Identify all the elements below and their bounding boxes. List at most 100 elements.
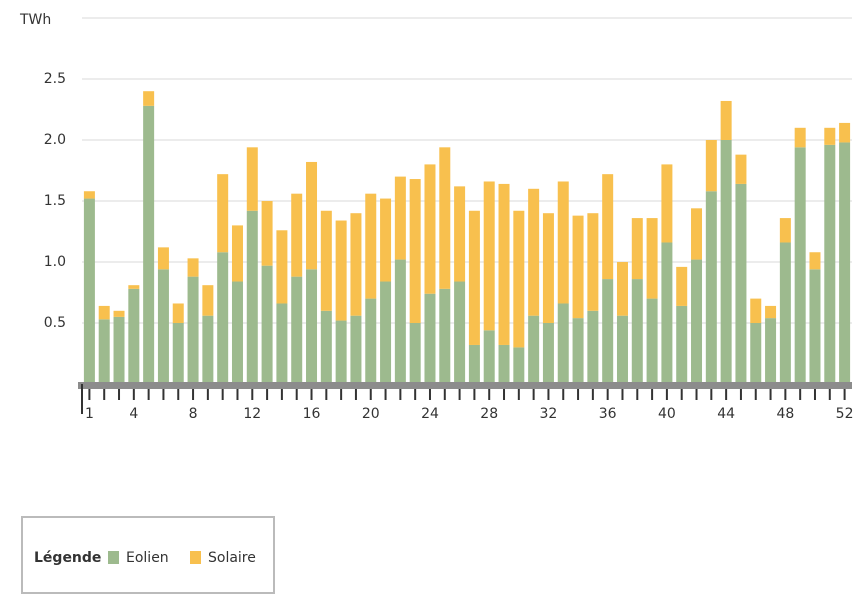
- bar-segment: [631, 218, 643, 280]
- bar-segment: [750, 323, 762, 384]
- bar-segment: [439, 147, 451, 289]
- bar-segment: [705, 140, 717, 192]
- bar-segment: [705, 191, 717, 384]
- bar-segment: [691, 208, 703, 260]
- x-tick-label: 16: [303, 406, 321, 422]
- bar-segment: [291, 276, 303, 384]
- bar-segment: [616, 315, 628, 384]
- bar-segment: [261, 201, 273, 266]
- bar-segment: [809, 252, 821, 270]
- bar-segment: [128, 288, 140, 384]
- bar-segment: [691, 259, 703, 384]
- x-tick-label: 40: [658, 406, 676, 422]
- x-tick-label: 28: [480, 406, 498, 422]
- bar-segment: [187, 276, 199, 384]
- bar-segment: [320, 310, 332, 384]
- bar-segment: [631, 279, 643, 384]
- bar-segment: [735, 154, 747, 184]
- y-tick-label: 2.5: [44, 71, 66, 87]
- bar-segment: [839, 122, 851, 143]
- bar-segment: [587, 310, 599, 384]
- x-tick-label: 44: [717, 406, 735, 422]
- bar-segment: [587, 213, 599, 311]
- bar-segment: [468, 210, 480, 345]
- bar-segment: [409, 179, 421, 323]
- bar-segment: [365, 298, 377, 384]
- bar-segment: [83, 191, 95, 199]
- bar-segment: [824, 127, 836, 145]
- legend-swatch: [190, 551, 201, 564]
- bar-segment: [306, 269, 318, 384]
- legend-swatch: [108, 551, 119, 564]
- bar-segment: [557, 303, 569, 384]
- bar-segment: [468, 344, 480, 384]
- bar-segment: [143, 91, 155, 106]
- bar-segment: [779, 218, 791, 243]
- bar-segment: [365, 193, 377, 299]
- bar-segment: [276, 230, 288, 304]
- bar-segment: [454, 186, 466, 282]
- bar-segment: [394, 176, 406, 260]
- bar-segment: [676, 305, 688, 384]
- bar-segment: [98, 319, 110, 384]
- x-tick-label: 36: [599, 406, 617, 422]
- bar-segment: [528, 315, 540, 384]
- y-axis-label: TWh: [19, 12, 51, 28]
- bar-segment: [202, 285, 214, 316]
- bar-segment: [335, 320, 347, 384]
- bar-segment: [602, 279, 614, 384]
- bar-segment: [616, 262, 628, 316]
- y-tick-label: 2.0: [44, 132, 66, 148]
- bar-segment: [187, 258, 199, 277]
- bar-segment: [380, 281, 392, 384]
- bar-segment: [794, 147, 806, 384]
- bar-segment: [172, 303, 184, 323]
- bar-segment: [157, 269, 169, 384]
- bar-segment: [750, 298, 762, 323]
- bar-segment: [498, 183, 510, 345]
- bar-segment: [676, 266, 688, 306]
- bar-segment: [246, 147, 258, 211]
- bar-segment: [113, 316, 125, 384]
- x-tick-label: 32: [540, 406, 558, 422]
- bar-segment: [765, 318, 777, 384]
- bar-segment: [172, 323, 184, 384]
- y-tick-label: 1.5: [44, 193, 66, 209]
- bar-segment: [380, 198, 392, 282]
- x-tick-label: 4: [129, 406, 138, 422]
- bar-segment: [765, 305, 777, 319]
- bar-segment: [809, 269, 821, 384]
- bar-segment: [231, 225, 243, 282]
- bar-segment: [306, 161, 318, 270]
- y-tick-label: 0.5: [44, 315, 66, 331]
- bar-segment: [483, 330, 495, 384]
- x-tick-label: 1: [85, 406, 94, 422]
- x-axis: [78, 382, 852, 389]
- bar-segment: [98, 305, 110, 320]
- bar-segment: [839, 142, 851, 384]
- bar-segment: [424, 164, 436, 294]
- bar-segment: [350, 213, 362, 316]
- bar-segment: [498, 344, 510, 384]
- bar-segment: [483, 181, 495, 331]
- x-tick-label: 12: [243, 406, 261, 422]
- bar-segment: [454, 281, 466, 384]
- bar-segment: [661, 242, 673, 384]
- bar-segment: [646, 218, 658, 299]
- legend-box: [21, 516, 275, 594]
- bar-segment: [557, 181, 569, 304]
- bar-segment: [394, 259, 406, 384]
- legend-title: Légende: [34, 550, 101, 566]
- bar-segment: [720, 140, 732, 384]
- bar-segment: [335, 220, 347, 321]
- x-tick-label: 8: [189, 406, 198, 422]
- bar-segment: [720, 100, 732, 140]
- bar-segment: [202, 315, 214, 384]
- bar-segment: [824, 144, 836, 384]
- bar-segment: [217, 174, 229, 253]
- bar-segment: [661, 164, 673, 243]
- bar-segment: [602, 174, 614, 280]
- bar-segment: [779, 242, 791, 384]
- bar-segment: [542, 323, 554, 384]
